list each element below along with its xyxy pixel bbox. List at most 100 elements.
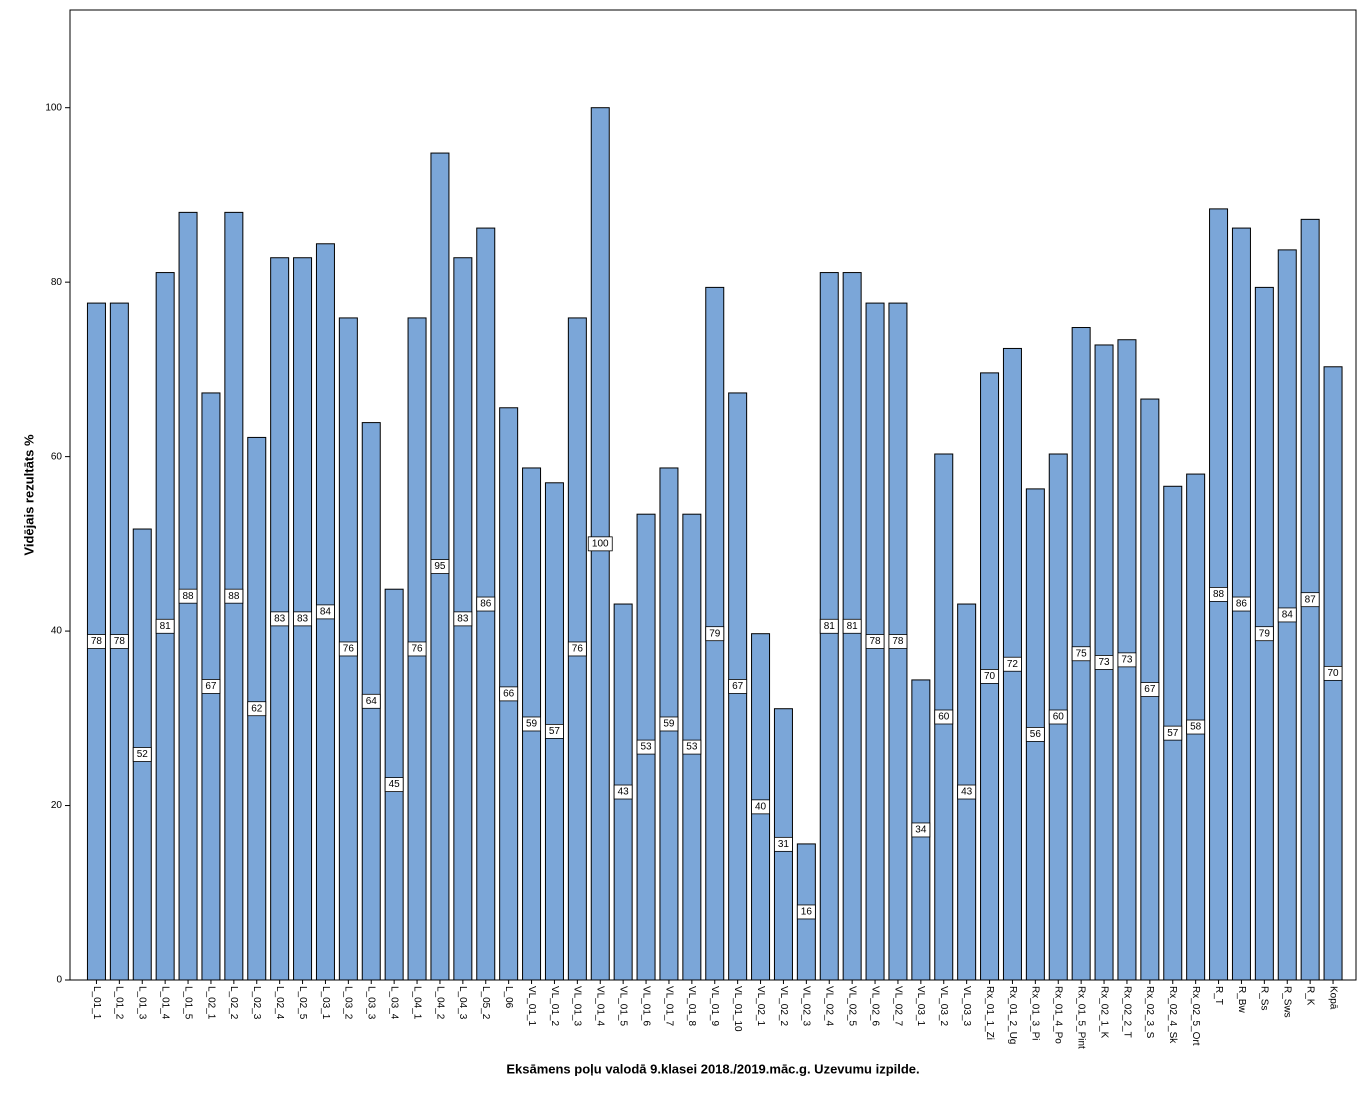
y-tick-label: 20 xyxy=(51,800,63,811)
label-box xyxy=(587,536,613,552)
data-label: 53 xyxy=(640,742,652,753)
data-label: 81 xyxy=(160,621,172,632)
data-label: 16 xyxy=(801,907,813,918)
label-box xyxy=(293,611,312,627)
data-label: 86 xyxy=(1236,599,1248,610)
label-box xyxy=(613,784,633,800)
label-box xyxy=(1254,626,1274,642)
label-box xyxy=(247,701,267,717)
label-box xyxy=(1094,655,1114,670)
x-tick-label: R_T xyxy=(1213,986,1224,1005)
x-tick-label: L_03_2 xyxy=(343,986,354,1020)
x-tick-label: Rx_01_1_Zi xyxy=(984,986,995,1040)
label-box xyxy=(453,611,473,627)
x-tick-label: VL_03_3 xyxy=(961,986,972,1026)
label-box xyxy=(682,739,702,755)
label-box xyxy=(361,693,381,709)
data-label: 43 xyxy=(618,787,630,798)
data-label: 73 xyxy=(1098,657,1110,668)
data-label: 62 xyxy=(251,703,263,714)
x-tick-label: VL_01_3 xyxy=(572,986,583,1026)
data-label: 52 xyxy=(137,749,149,760)
x-tick-label: VL_03_2 xyxy=(938,986,949,1026)
data-label: 88 xyxy=(1213,589,1225,600)
label-box xyxy=(316,604,335,620)
label-box xyxy=(1300,592,1320,608)
label-box xyxy=(1140,682,1160,697)
x-tick-label: L_06 xyxy=(503,986,514,1009)
label-box xyxy=(430,559,450,574)
label-box xyxy=(957,784,977,800)
data-label: 72 xyxy=(1007,659,1019,670)
x-tick-label: VL_01_8 xyxy=(686,986,697,1026)
label-box xyxy=(636,739,656,755)
label-box xyxy=(911,822,931,838)
data-label: 88 xyxy=(228,591,240,602)
x-tick-label: R_Bw xyxy=(1236,986,1247,1013)
label-box xyxy=(499,686,519,702)
data-label: 75 xyxy=(1076,648,1088,659)
label-box xyxy=(1186,719,1206,735)
x-tick-label: L_01_2 xyxy=(114,986,125,1020)
data-label: 43 xyxy=(961,787,973,798)
label-box xyxy=(1323,665,1343,681)
x-tick-label: L_02_1 xyxy=(205,986,216,1020)
label-box xyxy=(1209,587,1228,602)
x-tick-label: VL_02_1 xyxy=(755,986,766,1026)
label-box xyxy=(1163,725,1183,741)
label-box xyxy=(659,716,679,732)
x-tick-label: Kopā xyxy=(1327,986,1338,1010)
data-label: 73 xyxy=(1121,655,1133,666)
x-tick-label: L_01_1 xyxy=(91,986,102,1020)
data-label: 84 xyxy=(1282,610,1294,621)
label-box xyxy=(224,588,244,604)
data-label: 78 xyxy=(91,636,103,647)
x-axis-title: Eksāmens poļu valodā 9.klasei 2018./2019… xyxy=(506,1061,919,1076)
label-box xyxy=(934,709,954,725)
data-label: 78 xyxy=(892,636,904,647)
data-label: 78 xyxy=(114,636,126,647)
data-label: 64 xyxy=(366,696,378,707)
label-box xyxy=(1071,646,1091,662)
label-box xyxy=(796,904,816,920)
x-tick-label: L_02_5 xyxy=(297,986,308,1020)
data-label: 70 xyxy=(1327,668,1339,679)
label-box xyxy=(178,588,198,604)
label-box xyxy=(567,641,587,657)
data-label: 88 xyxy=(182,591,194,602)
label-box xyxy=(705,626,725,642)
label-box xyxy=(155,618,175,634)
label-box xyxy=(980,669,999,684)
data-label: 67 xyxy=(1144,684,1156,695)
data-label: 59 xyxy=(526,719,538,730)
x-tick-label: L_01_4 xyxy=(160,986,171,1020)
label-box xyxy=(270,611,290,627)
x-tick-label: R_Sws xyxy=(1282,986,1293,1018)
data-label: 66 xyxy=(503,689,515,700)
data-label: 58 xyxy=(1190,722,1202,733)
x-tick-label: VL_01_6 xyxy=(640,986,651,1026)
y-tick-label: 0 xyxy=(56,975,62,986)
data-label: 86 xyxy=(480,599,492,610)
label-box xyxy=(728,679,748,694)
label-box xyxy=(545,723,564,739)
data-label: 83 xyxy=(274,614,286,625)
data-label: 34 xyxy=(915,825,927,836)
y-tick-label: 80 xyxy=(51,277,63,288)
data-label: 100 xyxy=(592,538,609,549)
x-tick-label: Rx_02_5_Ort xyxy=(1190,986,1201,1046)
data-label: 45 xyxy=(389,779,401,790)
data-label: 67 xyxy=(732,681,744,692)
data-label: 57 xyxy=(1167,728,1179,739)
data-label: 59 xyxy=(663,719,675,730)
x-tick-label: VL_01_10 xyxy=(732,986,743,1032)
data-label: 76 xyxy=(411,644,423,655)
label-box xyxy=(751,799,770,815)
x-tick-label: L_02_2 xyxy=(228,986,239,1020)
label-box xyxy=(338,641,358,657)
data-label: 87 xyxy=(1305,594,1317,605)
x-tick-label: Rx_01_2_Ug xyxy=(1007,986,1018,1044)
label-box xyxy=(1048,709,1068,725)
x-tick-label: Rx_01_3_Pi xyxy=(1030,986,1041,1040)
label-box xyxy=(109,634,129,649)
